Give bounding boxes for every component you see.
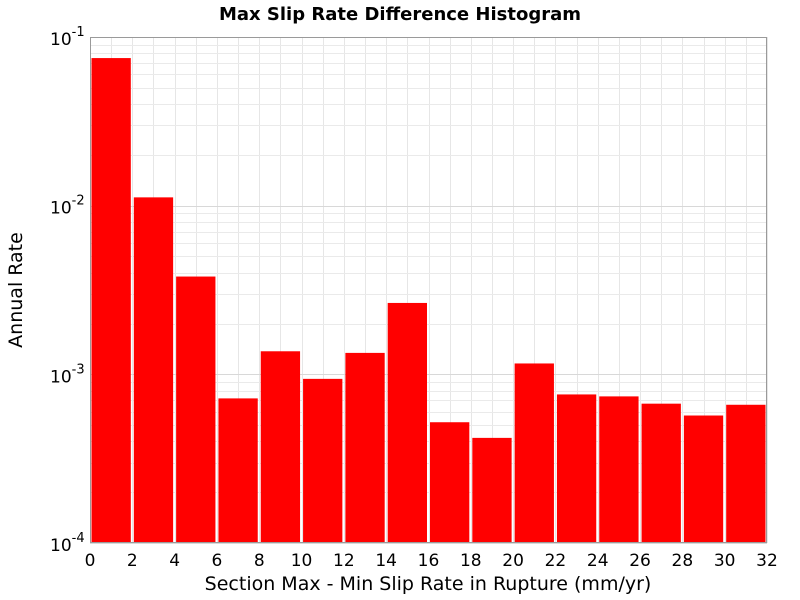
x-tick-label: 22	[545, 551, 567, 571]
x-tick-labels: 0 2 4 6 8 10 12 14 16 18 20 22 24 26 28 30 32	[85, 551, 778, 571]
histogram-bar	[260, 351, 301, 543]
x-axis-label: Section Max - Min Slip Rate in Rupture (…	[205, 573, 652, 595]
histogram-bar	[599, 396, 639, 543]
histogram-bar	[345, 352, 385, 543]
x-tick-label: 6	[212, 551, 223, 571]
x-tick-label: 12	[333, 551, 355, 571]
x-tick-label: 28	[672, 551, 694, 571]
x-tick-label: 18	[460, 551, 482, 571]
histogram-bar	[683, 415, 724, 543]
histogram-bar	[430, 422, 470, 543]
x-tick-label: 14	[375, 551, 397, 571]
x-tick-label: 26	[629, 551, 651, 571]
y-tick-label: 10-1	[50, 25, 85, 50]
x-tick-label: 10	[291, 551, 313, 571]
x-tick-label: 24	[587, 551, 609, 571]
y-tick-label: 10-3	[50, 362, 85, 387]
histogram-bar	[176, 276, 216, 543]
x-tick-label: 16	[418, 551, 440, 571]
y-tick-label: 10-2	[50, 194, 85, 219]
histogram-bar	[387, 302, 427, 543]
histogram-bar	[91, 58, 131, 544]
x-tick-label: 2	[127, 551, 138, 571]
histogram-bar	[133, 197, 174, 543]
histogram-bar	[641, 403, 681, 543]
x-tick-label: 30	[714, 551, 736, 571]
y-tick-labels: 10-4 10-3 10-2 10-1	[50, 25, 85, 556]
histogram-bar	[303, 378, 343, 543]
y-tick-label: 10-4	[50, 531, 85, 556]
x-tick-label: 20	[502, 551, 524, 571]
bars	[91, 58, 766, 544]
histogram-bar	[218, 398, 258, 543]
chart-title: Max Slip Rate Difference Histogram	[219, 4, 581, 25]
x-tick-label: 4	[169, 551, 180, 571]
histogram-bar	[472, 437, 512, 543]
histogram-bar	[726, 404, 766, 543]
histogram-bar	[514, 363, 554, 543]
plot-frame	[90, 37, 767, 543]
histogram-bar	[556, 394, 597, 543]
x-tick-label: 8	[254, 551, 265, 571]
y-axis-label: Annual Rate	[5, 232, 27, 348]
x-tick-label: 0	[85, 551, 96, 571]
x-tick-label: 32	[756, 551, 778, 571]
